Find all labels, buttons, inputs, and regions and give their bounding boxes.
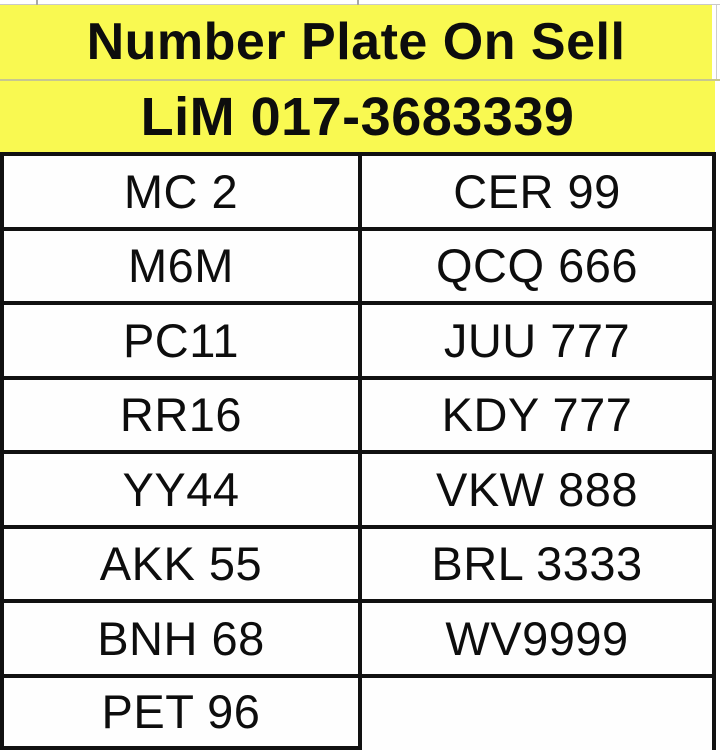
plate-cell[interactable]: KDY 777 xyxy=(358,375,716,450)
plate-cell[interactable]: CER 99 xyxy=(358,152,716,227)
title-cell[interactable]: Number Plate On Sell xyxy=(0,5,712,79)
plate-cell[interactable]: PC11 xyxy=(0,301,358,376)
plate-cell[interactable]: VKW 888 xyxy=(358,450,716,525)
column-gridline-tick xyxy=(36,0,38,5)
plate-cell[interactable]: YY44 xyxy=(0,450,358,525)
plate-cell[interactable]: MC 2 xyxy=(0,152,358,227)
column-gridline-tick xyxy=(357,0,359,5)
right-gridline xyxy=(716,5,717,81)
plate-cell[interactable]: BRL 3333 xyxy=(358,524,716,599)
contact-cell[interactable]: LiM 017-3683339 xyxy=(0,81,715,152)
plate-cell[interactable]: M6M xyxy=(0,226,358,301)
plate-cell-empty[interactable] xyxy=(358,673,716,750)
plate-cell[interactable]: WV9999 xyxy=(358,599,716,674)
plate-cell[interactable]: PET 96 xyxy=(0,673,358,750)
plate-cell[interactable]: AKK 55 xyxy=(0,524,358,599)
plate-cell[interactable]: RR16 xyxy=(0,375,358,450)
plate-cell[interactable]: BNH 68 xyxy=(0,599,358,674)
plate-cell[interactable]: QCQ 666 xyxy=(358,226,716,301)
plates-table: MC 2 CER 99 M6M QCQ 666 PC11 JUU 777 RR1… xyxy=(0,152,716,750)
top-gridline xyxy=(0,4,720,5)
row-gridline xyxy=(0,79,720,81)
plate-cell[interactable]: JUU 777 xyxy=(358,301,716,376)
